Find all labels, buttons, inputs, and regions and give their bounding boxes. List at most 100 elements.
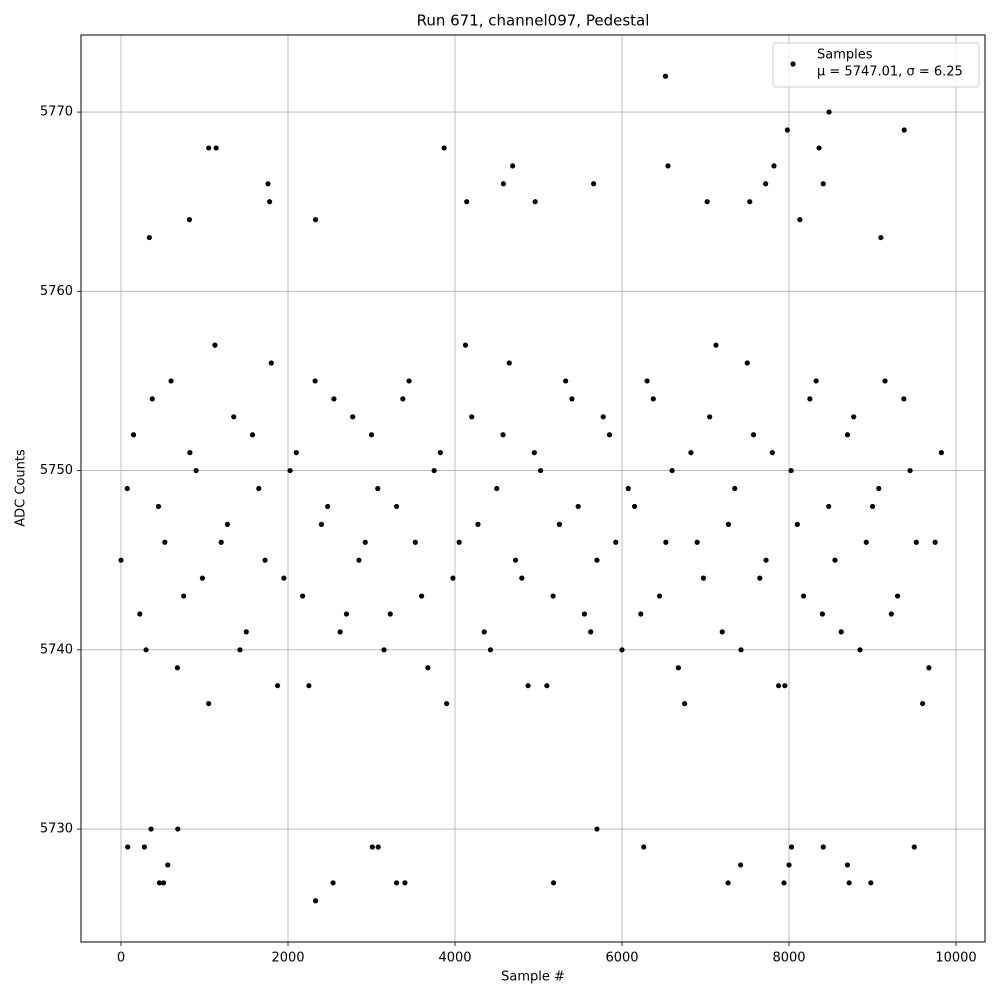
point — [148, 826, 154, 832]
point — [531, 450, 537, 456]
legend-box — [772, 42, 980, 88]
point — [155, 503, 162, 510]
point — [788, 844, 795, 850]
point — [262, 557, 268, 563]
point — [330, 880, 336, 886]
legend-annotation: μ = 5747.01, σ = 6.25 — [817, 65, 963, 80]
point — [550, 880, 557, 886]
point — [400, 396, 406, 402]
point — [901, 127, 907, 133]
point — [267, 199, 273, 205]
point — [644, 378, 650, 384]
point — [464, 199, 470, 205]
point — [462, 342, 469, 348]
point — [838, 629, 844, 635]
point — [450, 575, 456, 581]
point — [675, 665, 681, 671]
point — [807, 396, 813, 402]
point — [224, 521, 231, 527]
point — [456, 539, 462, 545]
point — [231, 414, 237, 420]
point — [656, 593, 663, 599]
point — [287, 467, 293, 474]
point — [938, 450, 945, 456]
point — [750, 432, 757, 438]
point — [362, 539, 368, 545]
point — [816, 145, 822, 151]
point — [869, 503, 876, 510]
legend: Samples μ = 5747.01, σ = 6.25 — [772, 42, 980, 88]
point — [786, 862, 792, 868]
point — [591, 181, 597, 187]
point — [763, 181, 769, 187]
point — [306, 683, 312, 689]
point — [343, 611, 350, 617]
y-axis-label: ADC Counts — [14, 449, 29, 527]
point — [613, 539, 619, 545]
point — [747, 199, 753, 205]
point — [600, 414, 606, 420]
point — [901, 396, 907, 402]
point — [688, 450, 694, 456]
y-tick-label: 5730 — [40, 822, 73, 837]
point — [130, 432, 137, 438]
x-tick-label: 0 — [117, 951, 125, 966]
point — [312, 217, 319, 223]
point — [832, 557, 838, 563]
point — [425, 665, 431, 671]
point — [368, 432, 375, 438]
point — [926, 665, 932, 671]
point — [375, 844, 381, 850]
x-axis-label: Sample # — [501, 970, 565, 985]
point — [907, 467, 913, 474]
points — [118, 73, 945, 904]
point — [757, 575, 763, 581]
point — [444, 700, 450, 707]
point — [174, 665, 180, 671]
grid: 0 2000 4000 6000 8000 10000 5730 5740 5750 5760 57… — [40, 35, 985, 966]
point — [588, 629, 594, 635]
x-tick-label: 6000 — [605, 951, 638, 966]
point — [888, 611, 894, 617]
point — [556, 521, 562, 527]
point — [393, 503, 400, 510]
point — [512, 557, 519, 563]
point — [788, 467, 794, 474]
point — [206, 700, 212, 707]
point — [857, 647, 863, 653]
point — [594, 826, 600, 832]
x-tick-label: 2000 — [271, 951, 304, 966]
point — [160, 880, 167, 886]
point — [882, 378, 888, 384]
point — [243, 629, 249, 635]
point — [665, 163, 671, 169]
point — [704, 199, 710, 205]
point — [575, 503, 581, 510]
point — [569, 396, 575, 402]
point — [187, 450, 193, 456]
x-tick-label: 8000 — [772, 951, 805, 966]
y-tick-label: 5750 — [40, 463, 73, 478]
point — [199, 575, 206, 581]
point — [851, 414, 857, 420]
point — [700, 575, 707, 581]
point — [913, 539, 919, 545]
point — [256, 485, 262, 492]
point — [146, 234, 152, 241]
point — [801, 593, 807, 599]
point — [312, 898, 319, 904]
point — [820, 844, 826, 850]
point — [412, 539, 418, 545]
x-tick-label: 4000 — [438, 951, 471, 966]
point — [638, 611, 644, 617]
point — [181, 593, 187, 599]
point — [719, 629, 725, 635]
point — [732, 485, 738, 492]
x-tick-label: 10000 — [935, 951, 976, 966]
point — [494, 485, 500, 492]
point — [265, 181, 271, 187]
point — [212, 342, 218, 348]
point — [769, 450, 775, 456]
point — [911, 844, 917, 850]
